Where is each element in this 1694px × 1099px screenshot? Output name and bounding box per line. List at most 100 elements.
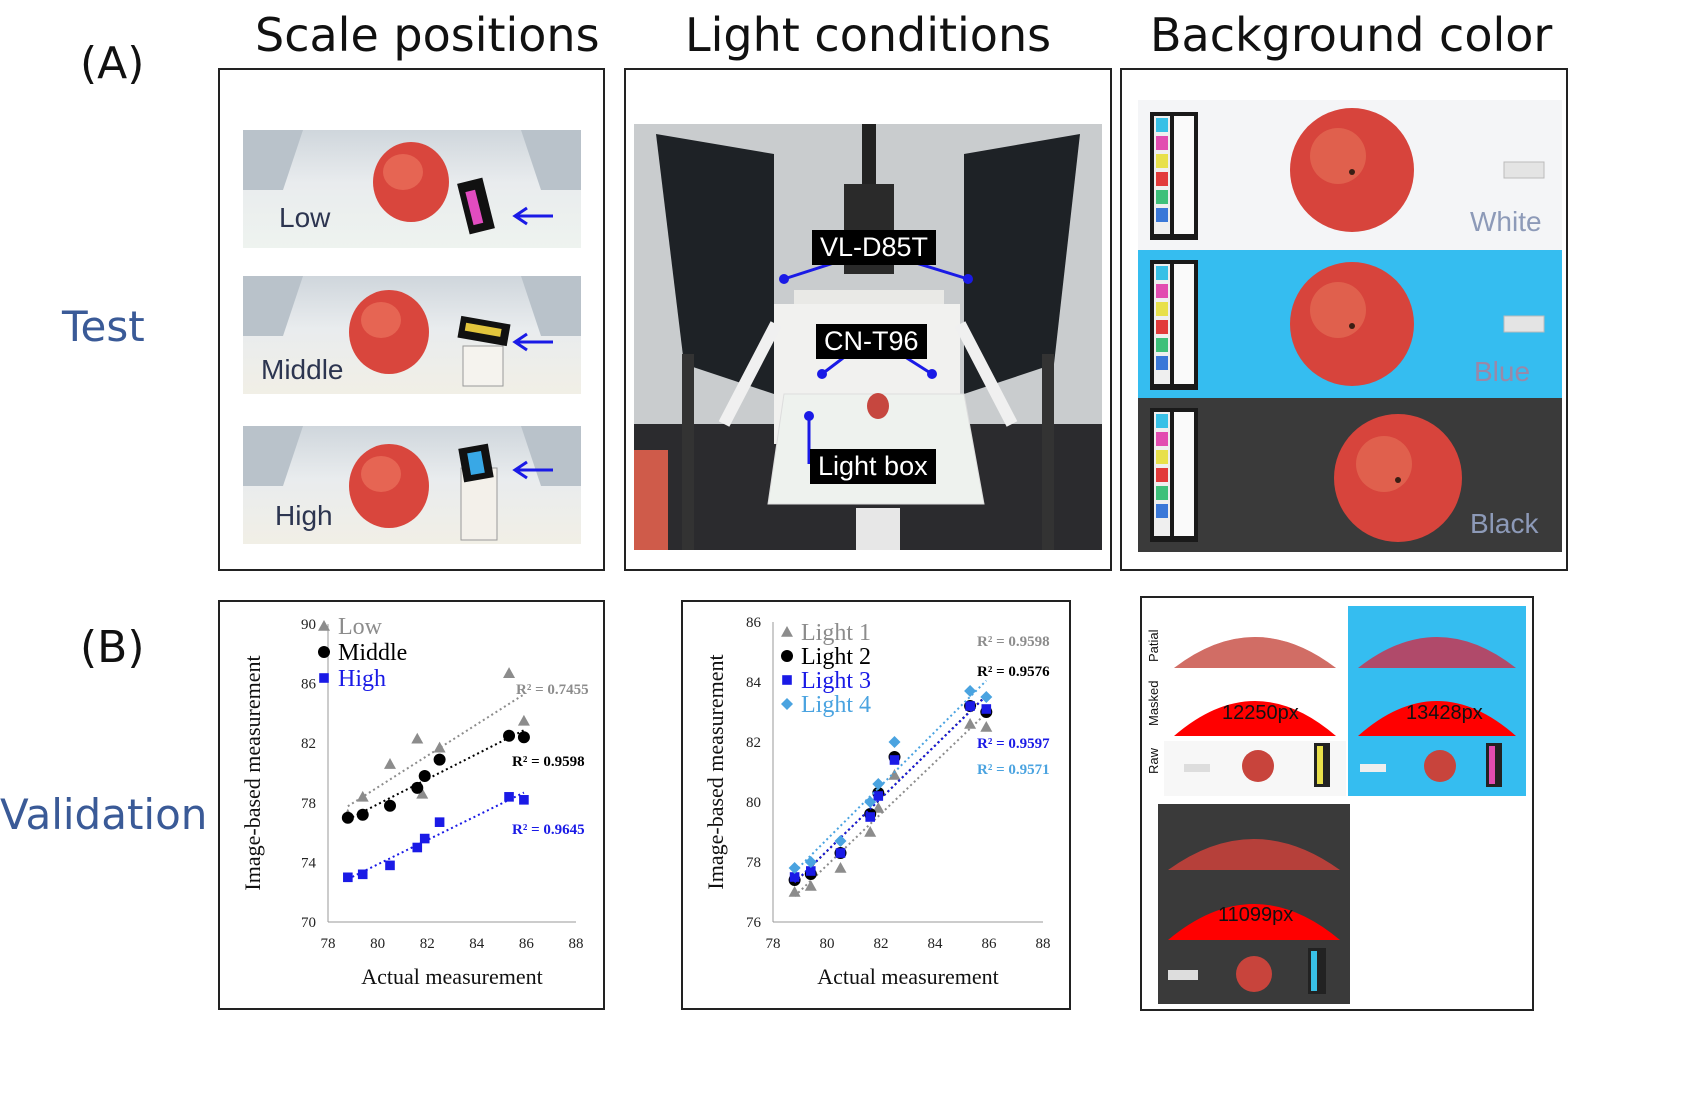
trendline-square [347, 791, 525, 880]
light-validation-chart-panel: 78 80 82 84 86 88 76 78 80 82 84 86 Actual measureme… [681, 600, 1071, 1010]
data-point-diamond [864, 796, 877, 808]
mask-group-black: 11099px [1158, 804, 1350, 1004]
data-point-square [873, 791, 884, 801]
data-point-square [835, 848, 846, 858]
data-point-triangle [872, 802, 885, 813]
data-point-square [806, 866, 816, 876]
scale-photo-middle: Middle [243, 276, 581, 394]
panel-label-b: (B) [80, 622, 145, 673]
data-point-circle [356, 808, 369, 821]
data-point-square [519, 795, 529, 805]
y-tick-label: 90 [301, 617, 316, 633]
mask-pixels-black: 11099px [1218, 904, 1294, 926]
legend-marker-triangle [318, 620, 330, 631]
mask-group-white: 12250px [1164, 606, 1346, 796]
data-point-diamond [964, 685, 977, 697]
y-tick-label: 78 [746, 855, 761, 871]
background-label-blue: Blue [1474, 356, 1531, 387]
data-point-diamond [804, 856, 817, 868]
data-point-diamond [872, 778, 885, 790]
x-tick-label: 86 [519, 936, 535, 952]
apple-illustration [243, 130, 581, 235]
y-axis-label: Image-based measurement [240, 655, 265, 890]
column-title-background: Background color [1150, 8, 1553, 62]
data-point-diamond [888, 736, 901, 748]
r-squared-label: R² = 0.9645 [512, 822, 585, 838]
panel-label-a: (A) [80, 38, 145, 89]
x-tick-label: 84 [469, 936, 485, 952]
x-tick-label: 78 [766, 936, 781, 952]
y-tick-label: 76 [746, 915, 762, 931]
trendline-diamond [793, 679, 988, 873]
data-point-triangle [433, 741, 446, 753]
data-point-triangle [788, 886, 801, 897]
y-tick-label: 78 [301, 796, 316, 812]
y-tick-label: 74 [301, 855, 317, 871]
apple-illustration [243, 426, 581, 541]
row-label-test: Test [62, 302, 145, 351]
x-tick-label: 82 [420, 936, 435, 952]
column-title-scale: Scale positions [255, 8, 600, 62]
x-axis-label: Actual measurement [361, 964, 542, 989]
y-tick-label: 82 [746, 735, 761, 751]
x-tick-label: 80 [820, 936, 835, 952]
scale-label-middle: Middle [261, 354, 344, 385]
mask-pixels-white: 12250px [1222, 702, 1299, 724]
data-point-square [504, 792, 514, 802]
apple-top-illustration [1150, 108, 1545, 240]
row-label-validation: Validation [0, 790, 208, 839]
background-label-black: Black [1470, 508, 1539, 539]
r-squared-label: R² = 0.9598 [977, 634, 1050, 650]
legend-entry: Middle [338, 640, 407, 666]
scale-label-low: Low [279, 202, 331, 233]
data-point-square [889, 755, 900, 765]
callout-light-box: Light box [810, 449, 936, 484]
r-squared-label: R² = 0.9597 [977, 736, 1050, 752]
x-tick-label: 88 [1036, 936, 1051, 952]
data-point-square [965, 701, 975, 711]
data-point-square [789, 872, 800, 882]
data-point-triangle [416, 787, 429, 799]
data-point-circle [341, 811, 354, 824]
data-point-circle [503, 729, 516, 742]
legend-marker-diamond [781, 698, 793, 710]
data-point-triangle [384, 758, 396, 769]
data-point-square [343, 872, 353, 883]
r-squared-label: R² = 0.9571 [977, 762, 1050, 778]
x-tick-label: 78 [321, 936, 336, 952]
light-setup-photo: VL-D85T CN-T96 Light box [634, 124, 1102, 550]
y-tick-label: 84 [746, 675, 762, 691]
column-title-light: Light conditions [685, 8, 1052, 62]
data-point-triangle [964, 718, 977, 729]
data-point-triangle [888, 769, 901, 780]
data-point-triangle [356, 790, 369, 802]
data-point-square [385, 860, 395, 871]
background-color-panel: White Blue Black [1120, 68, 1568, 571]
legend-entry: Light 2 [801, 644, 871, 670]
data-point-circle [384, 799, 396, 812]
data-point-triangle [834, 862, 847, 873]
data-point-triangle [517, 714, 530, 726]
y-tick-label: 70 [301, 915, 316, 931]
scale-photo-low: Low [243, 130, 581, 248]
mask-illustration [1348, 637, 1526, 796]
legend-entry: Light 1 [801, 620, 871, 646]
y-tick-label: 86 [746, 615, 762, 631]
mask-row-label-masked: Masked [1146, 680, 1161, 726]
data-point-square [412, 842, 423, 853]
data-point-square [419, 833, 430, 844]
x-tick-label: 82 [874, 936, 889, 952]
scale-positions-panel: Low Middle High [218, 68, 605, 571]
legend-entry: Light 4 [801, 692, 871, 718]
y-tick-label: 86 [301, 677, 317, 693]
mask-pixels-blue: 13428px [1406, 702, 1483, 724]
mask-group-blue: 13428px [1348, 606, 1526, 796]
trendline-square [793, 695, 987, 884]
mask-row-label-raw: Raw [1146, 747, 1161, 774]
data-point-triangle [503, 667, 516, 678]
data-point-square [434, 817, 445, 827]
mask-illustration [1164, 637, 1346, 796]
data-point-square [865, 812, 875, 822]
callout-vl-d85t: VL-D85T [812, 230, 937, 265]
